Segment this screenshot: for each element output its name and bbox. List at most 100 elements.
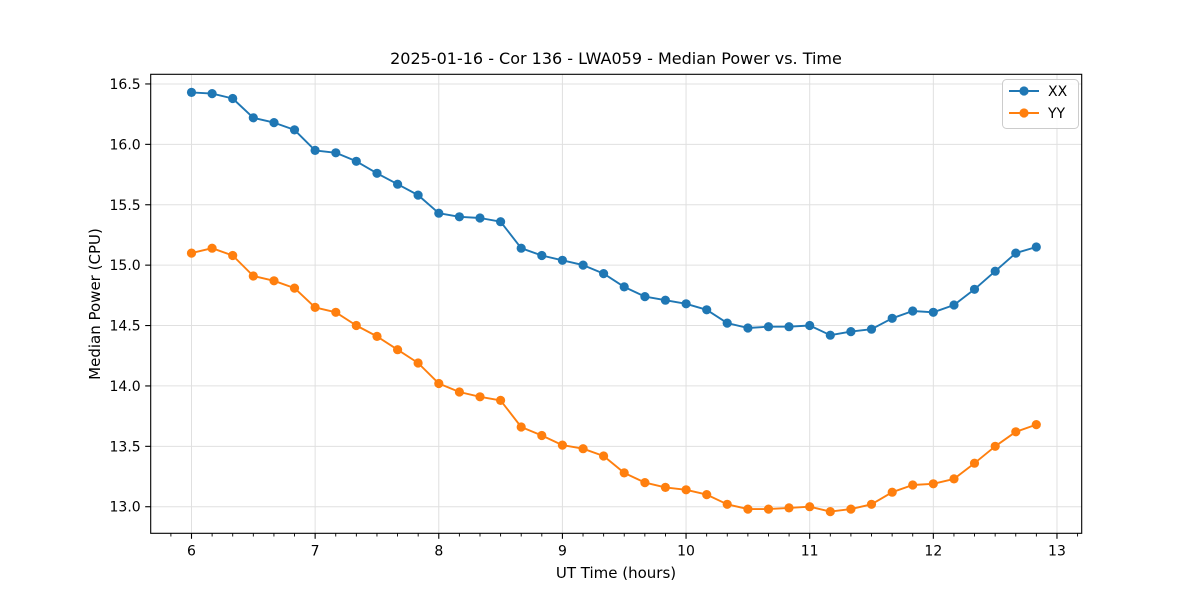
- data-point-yy: [928, 479, 938, 489]
- data-point-xx: [269, 118, 279, 128]
- data-point-yy: [969, 458, 980, 468]
- data-point-yy: [846, 504, 856, 514]
- data-point-xx: [454, 212, 464, 222]
- data-point-xx: [722, 318, 732, 328]
- x-tick-label: 11: [801, 543, 819, 559]
- data-point-xx: [763, 322, 774, 332]
- data-point-yy: [1031, 420, 1041, 430]
- data-point-xx: [619, 282, 629, 292]
- data-point-yy: [516, 422, 526, 432]
- data-point-yy: [949, 474, 959, 484]
- data-point-yy: [496, 395, 506, 405]
- x-tick-label: 7: [311, 543, 320, 559]
- x-tick-label: 10: [677, 543, 695, 559]
- grid-layer: [150, 74, 1082, 534]
- legend-marker-xx: [1019, 86, 1029, 96]
- y-axis-label: Median Power (CPU): [86, 228, 104, 380]
- plot-frame: [150, 73, 1083, 534]
- data-point-xx: [228, 93, 238, 104]
- data-point-yy: [681, 485, 691, 495]
- data-point-xx: [660, 295, 671, 305]
- y-tick-label: 15.5: [110, 198, 141, 214]
- data-point-yy: [825, 507, 835, 517]
- data-point-yy: [619, 468, 629, 478]
- data-point-yy: [228, 250, 238, 261]
- data-point-yy: [866, 499, 877, 509]
- data-point-yy: [269, 276, 279, 286]
- legend-item-yy: YY: [1009, 106, 1066, 122]
- series-line-yy: [191, 247, 1037, 513]
- data-point-yy: [413, 358, 423, 368]
- data-point-yy: [805, 502, 815, 512]
- data-point-xx: [434, 208, 444, 218]
- data-point-xx: [599, 269, 609, 279]
- data-point-yy: [784, 503, 794, 513]
- data-point-xx: [805, 320, 815, 331]
- y-tick-label: 13.0: [110, 500, 141, 516]
- data-point-xx: [866, 324, 877, 334]
- data-point-yy: [310, 302, 320, 312]
- data-point-xx: [475, 213, 485, 223]
- data-point-xx: [681, 299, 691, 309]
- data-point-yy: [578, 444, 588, 454]
- data-point-yy: [207, 243, 217, 253]
- data-point-yy: [248, 271, 258, 281]
- data-point-yy: [289, 283, 300, 293]
- data-point-xx: [186, 87, 197, 97]
- legend-item-xx: XX: [1009, 84, 1068, 100]
- y-tick-label: 13.5: [110, 439, 141, 455]
- y-tick-label: 14.0: [110, 379, 141, 395]
- data-point-xx: [640, 292, 650, 302]
- data-point-xx: [928, 307, 938, 317]
- data-point-yy: [557, 440, 568, 450]
- data-point-yy: [763, 504, 774, 514]
- data-point-yy: [660, 482, 671, 492]
- data-point-xx: [557, 255, 568, 265]
- y-tick-label: 16.0: [110, 137, 141, 153]
- data-point-xx: [393, 179, 403, 189]
- data-point-yy: [186, 248, 197, 258]
- data-point-yy: [537, 430, 547, 441]
- y-tick-label: 15.0: [110, 258, 141, 274]
- data-point-xx: [537, 250, 547, 261]
- data-point-xx: [846, 327, 856, 337]
- data-point-xx: [1031, 242, 1041, 252]
- data-point-xx: [413, 190, 423, 200]
- legend: XX YY: [1002, 79, 1079, 129]
- data-point-xx: [949, 300, 959, 310]
- y-tick-label: 14.5: [110, 319, 141, 335]
- data-point-xx: [516, 243, 526, 253]
- data-point-xx: [908, 306, 918, 316]
- legend-label-xx: XX: [1048, 84, 1068, 100]
- data-point-yy: [990, 441, 1000, 451]
- data-point-yy: [599, 451, 609, 461]
- data-point-xx: [1011, 248, 1021, 258]
- x-tick-label: 9: [558, 543, 567, 559]
- data-point-xx: [702, 305, 712, 315]
- data-point-yy: [393, 345, 403, 355]
- data-point-yy: [640, 478, 650, 488]
- data-point-xx: [372, 168, 382, 178]
- data-point-yy: [743, 504, 753, 514]
- data-point-xx: [289, 125, 300, 135]
- data-point-xx: [496, 217, 506, 227]
- data-point-xx: [351, 156, 361, 166]
- data-point-xx: [784, 322, 794, 332]
- data-point-yy: [887, 487, 897, 497]
- x-axis-label: UT Time (hours): [556, 564, 676, 582]
- data-point-yy: [331, 307, 341, 317]
- series-line-xx: [191, 91, 1037, 337]
- x-tick-label: 6: [187, 543, 196, 559]
- data-point-xx: [248, 113, 258, 123]
- data-point-xx: [578, 260, 588, 270]
- data-point-xx: [207, 89, 217, 99]
- data-point-yy: [434, 378, 444, 389]
- data-point-yy: [722, 499, 732, 509]
- data-point-yy: [454, 387, 464, 397]
- data-point-yy: [1011, 427, 1021, 437]
- data-point-xx: [743, 323, 753, 333]
- data-point-xx: [887, 313, 897, 323]
- x-tick-label: 8: [434, 543, 443, 559]
- series-layer: [186, 87, 1041, 517]
